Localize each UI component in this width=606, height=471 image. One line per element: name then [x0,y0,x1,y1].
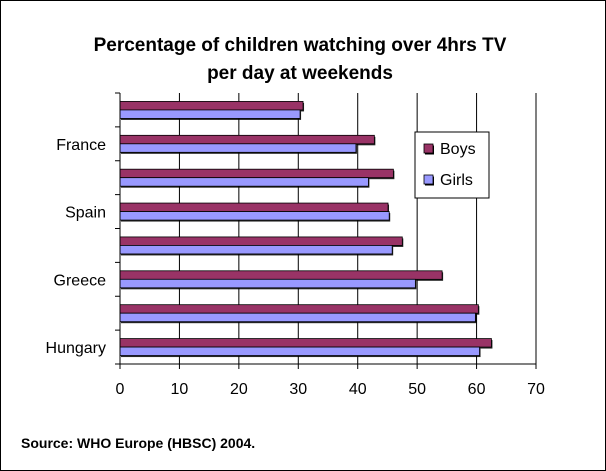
bar-boys [119,134,375,145]
bar-boys [119,202,389,212]
bar-girls [119,109,301,119]
bar-girls [119,177,369,187]
y-tick-label: Hungary [46,340,106,357]
chart-title-line-2: per day at weekends [207,63,393,84]
x-tick-label: 30 [289,381,307,398]
y-tick-label: Spain [65,205,106,222]
x-tick-label: 20 [230,381,248,398]
legend-swatch-girls [423,174,434,185]
bar-girls [119,143,357,153]
legend-box [414,131,490,199]
bar-girls [119,346,480,356]
source-note: Source: WHO Europe (HBSC) 2004. [21,435,255,451]
bar-girls [119,211,390,221]
x-tick-label: 10 [171,381,189,398]
bar-boys [119,304,479,314]
bar-girls [119,278,416,289]
legend-label-boys: Boys [440,141,476,158]
plot-area: Hungary Greece Spain France 0 10 20 30 40 50 60 70 [46,92,545,398]
bar-girls [119,245,393,255]
x-tick-label: 40 [349,381,367,398]
y-tick-label: France [56,137,106,154]
x-tick-label: 50 [408,381,426,398]
bar-boys [119,168,394,179]
x-tick-label: 70 [527,381,545,398]
x-tick-label: 60 [468,381,486,398]
bar-boys [119,236,403,246]
legend: Boys Girls [414,131,490,199]
bar-boys [119,270,443,280]
chart-title-line-1: Percentage of children watching over 4hr… [94,35,507,56]
bar-boys [119,101,304,111]
bar-girls [119,312,476,323]
bar-boys [119,338,492,348]
legend-label-girls: Girls [440,172,473,189]
x-tick-label: 0 [116,381,125,398]
y-tick-label: Greece [54,272,107,289]
legend-swatch-boys [423,143,434,154]
